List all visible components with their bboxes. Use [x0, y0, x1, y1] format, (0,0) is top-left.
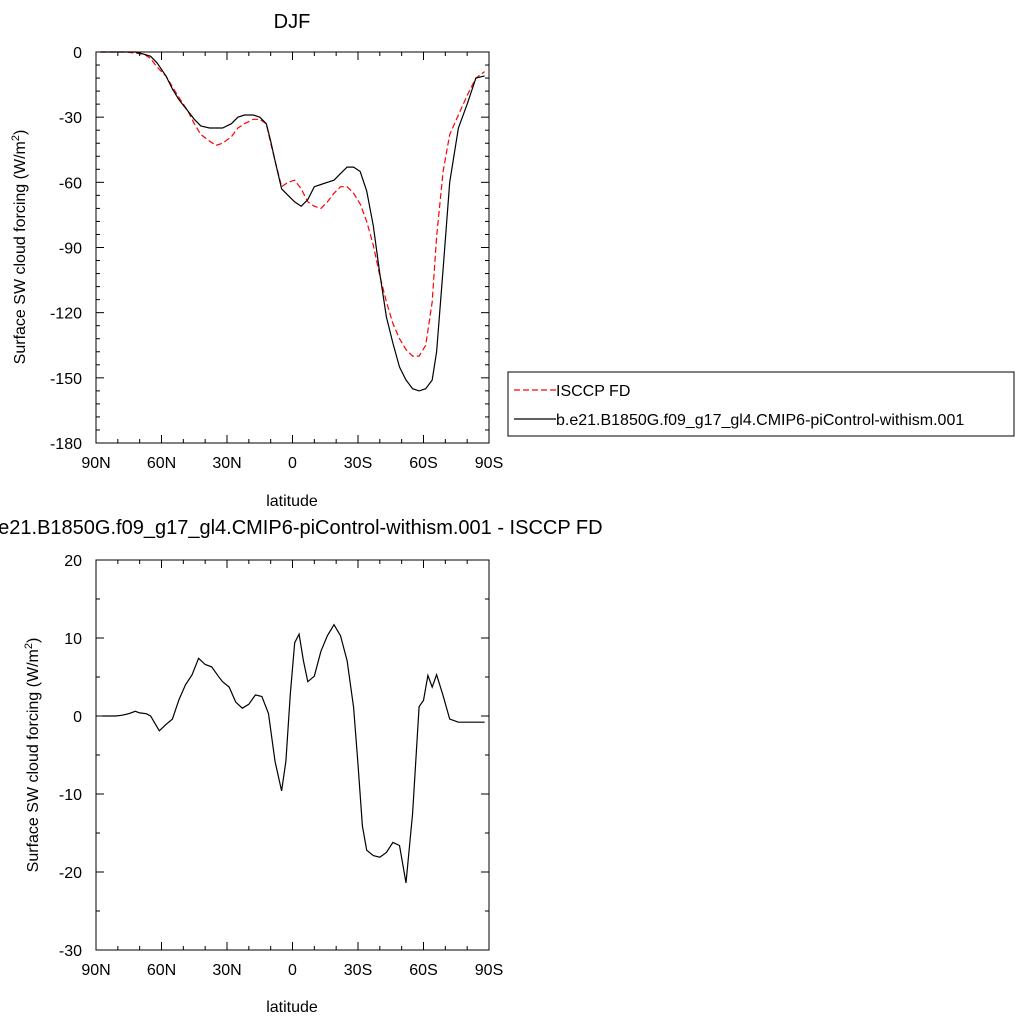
bottom-y-tick-label: 20 — [64, 553, 82, 570]
legend-box — [507, 371, 1015, 437]
bottom-y-tick-label: -20 — [59, 865, 82, 882]
bottom-y-tick-label: 0 — [73, 709, 82, 726]
top-x-tick-label: 60N — [147, 455, 176, 472]
bottom-series-line-0 — [102, 623, 485, 884]
bottom-y-axis-label-main: Surface SW cloud forcing (W/m — [25, 649, 42, 872]
bottom-x-tick-label: 60N — [147, 962, 176, 979]
top-y-tick-label: -60 — [59, 175, 82, 192]
bottom-y-tick-label: 10 — [64, 631, 82, 648]
bottom-panel-title: b.e21.B1850G.f09_g17_gl4.CMIP6-piControl… — [0, 517, 603, 539]
bottom-x-tick-label: 60S — [409, 962, 437, 979]
bottom-x-tick-label: 0 — [288, 962, 297, 979]
bottom-curves — [102, 623, 485, 884]
top-series-line-0 — [100, 51, 485, 357]
top-curves — [100, 51, 485, 392]
bottom-x-tick-label: 90N — [81, 962, 110, 979]
bottom-x-tick-label: 30S — [344, 962, 372, 979]
bottom-y-axis-label: Surface SW cloud forcing (W/m2) — [23, 638, 42, 873]
legend-label-model: b.e21.B1850G.f09_g17_gl4.CMIP6-piControl… — [556, 412, 964, 429]
top-x-tick-label: 90N — [81, 455, 110, 472]
top-y-tick-label: -120 — [50, 306, 82, 323]
bottom-y-tick-label: -30 — [59, 943, 82, 960]
top-x-tick-label: 30N — [212, 455, 241, 472]
top-y-tick-label: -150 — [50, 371, 82, 388]
bottom-ticks: 90N 60N 30N 0 30S 60S 90S 20 10 0 -10 -20 -30 — [59, 553, 503, 979]
top-y-axis-label: Surface SW cloud forcing (W/m2) — [10, 130, 29, 365]
bottom-y-tick-label: -10 — [59, 787, 82, 804]
legend-label-isccp: ISCCP FD — [556, 383, 630, 400]
top-x-axis-label: latitude — [266, 493, 318, 510]
top-y-axis-label-end: ) — [12, 130, 29, 135]
top-x-tick-label: 60S — [409, 455, 437, 472]
bottom-x-tick-label: 90S — [475, 962, 503, 979]
top-y-axis-label-sup: 2 — [10, 135, 22, 141]
top-plot-frame — [95, 51, 490, 444]
bottom-panel: b.e21.B1850G.f09_g17_gl4.CMIP6-piControl… — [0, 517, 603, 1016]
top-series-line-1 — [100, 51, 485, 392]
top-panel-title: DJF — [274, 11, 311, 33]
top-y-axis-label-main: Surface SW cloud forcing (W/m — [12, 141, 29, 364]
top-ticks: 90N 60N 30N 0 30S 60S 90S 0 -30 -60 -90 -120 -150 -18… — [50, 45, 503, 472]
top-y-tick-label: -30 — [59, 110, 82, 127]
top-x-tick-label: 30S — [344, 455, 372, 472]
top-x-tick-label: 0 — [288, 455, 297, 472]
legend: ISCCP FD b.e21.B1850G.f09_g17_gl4.CMIP6-… — [507, 371, 1015, 437]
bottom-x-axis-label: latitude — [266, 999, 318, 1016]
top-y-tick-label: -90 — [59, 241, 82, 258]
bottom-y-axis-label-end: ) — [25, 638, 42, 643]
bottom-x-tick-label: 30N — [212, 962, 241, 979]
top-y-tick-label: -180 — [50, 436, 82, 453]
top-y-tick-label: 0 — [73, 45, 82, 62]
top-panel: DJF 90N 60N 30N 0 30S 60S 90S 0 -30 -60 -90 -120 -15… — [10, 11, 503, 510]
top-x-tick-label: 90S — [475, 455, 503, 472]
bottom-y-axis-label-sup: 2 — [23, 643, 35, 649]
bottom-plot-frame — [95, 559, 490, 951]
